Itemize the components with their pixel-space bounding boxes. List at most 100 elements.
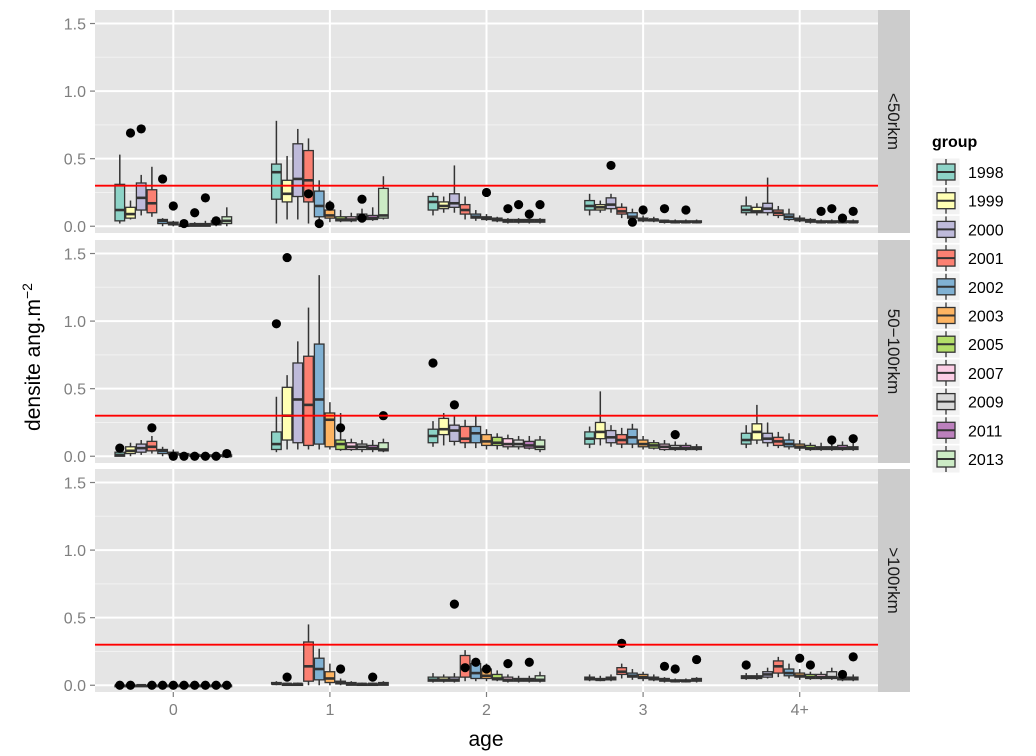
outlier-point xyxy=(190,208,200,218)
box-2-2001 xyxy=(459,196,471,220)
box-4+-2013 xyxy=(847,674,859,682)
box-body xyxy=(114,183,126,222)
legend-label: 1999 xyxy=(968,194,1004,211)
box-body xyxy=(438,417,450,436)
box-body xyxy=(594,421,606,440)
box-2-2009 xyxy=(513,435,525,450)
box-3-2001 xyxy=(616,203,628,219)
box-2-1998 xyxy=(427,421,439,447)
box-1-1999 xyxy=(281,155,293,220)
box-3-1998 xyxy=(584,193,596,216)
outlier-point xyxy=(168,680,178,690)
outlier-point xyxy=(282,672,292,682)
outlier-point xyxy=(314,218,324,229)
box-2-2000 xyxy=(448,165,460,213)
box-3-2001 xyxy=(616,427,628,449)
box-2-2005 xyxy=(491,216,503,223)
box-1-2011 xyxy=(367,682,379,687)
box-4+-1998 xyxy=(740,673,752,680)
y-axis-label-superscript: −2 xyxy=(19,283,35,299)
outlier-point xyxy=(535,200,545,210)
outlier-point xyxy=(428,358,438,368)
box-0-2002 xyxy=(157,446,169,457)
outlier-point xyxy=(271,319,281,329)
box-2-2003 xyxy=(481,429,492,450)
box-2-2007 xyxy=(502,674,514,683)
outlier-point xyxy=(336,664,346,674)
outlier-point xyxy=(115,443,125,453)
box-body xyxy=(534,439,546,451)
outlier-point xyxy=(125,128,136,138)
box-0-2002 xyxy=(157,218,169,227)
box-4+-2003 xyxy=(794,669,806,680)
box-0-2009 xyxy=(199,220,211,227)
box-3-1999 xyxy=(594,391,606,446)
legend-item-2001: 2001 xyxy=(931,243,1004,273)
outlier-point xyxy=(449,599,459,609)
y-axis-label: densite ang.m−2 xyxy=(19,283,45,431)
box-3-1998 xyxy=(584,674,596,682)
x-axis-label: age xyxy=(468,728,503,751)
box-0-1999 xyxy=(125,442,136,457)
box-2-1998 xyxy=(427,192,439,216)
box-3-2007 xyxy=(659,677,670,683)
box-4+-1999 xyxy=(751,203,763,216)
legend-item-2013: 2013 xyxy=(931,444,1004,474)
box-body xyxy=(502,438,514,448)
outlier-point xyxy=(805,660,816,670)
outlier-point xyxy=(222,680,232,690)
box-2-2011 xyxy=(523,435,535,450)
box-0-2000 xyxy=(135,440,147,455)
facet-strip xyxy=(878,10,910,233)
box-4+-1998 xyxy=(740,425,752,449)
box-3-2003 xyxy=(637,435,649,450)
box-1-2007 xyxy=(345,681,357,686)
box-2-2002 xyxy=(470,210,482,221)
box-3-2005 xyxy=(648,440,660,450)
x-tick-label: 0 xyxy=(169,702,178,719)
box-3-2009 xyxy=(669,219,681,224)
x-tick-label: 2 xyxy=(482,702,491,719)
facet-strip xyxy=(878,240,910,463)
outlier-point xyxy=(659,661,670,671)
outlier-point xyxy=(336,423,346,433)
outlier-point xyxy=(681,205,691,215)
outlier-point xyxy=(190,451,200,461)
box-4+-2002 xyxy=(783,208,795,221)
outlier-point xyxy=(659,204,670,214)
box-1-2011 xyxy=(367,207,379,221)
box-body xyxy=(292,143,304,198)
outlier-point xyxy=(158,680,168,690)
outlier-point xyxy=(524,657,534,667)
box-body xyxy=(125,206,136,219)
box-body xyxy=(448,424,460,443)
outlier-point xyxy=(837,213,848,223)
outlier-point xyxy=(514,200,524,210)
outlier-point xyxy=(325,201,335,211)
outlier-point xyxy=(147,680,157,690)
box-3-2009 xyxy=(669,441,681,451)
outlier-point xyxy=(168,201,178,211)
outlier-point xyxy=(222,448,232,459)
legend-label: 2002 xyxy=(968,280,1004,297)
box-1-2013 xyxy=(377,176,389,220)
outlier-point xyxy=(168,451,178,461)
box-2-2005 xyxy=(491,670,503,682)
y-tick-label: 1.5 xyxy=(64,247,86,264)
outlier-point xyxy=(481,664,492,674)
box-3-1998 xyxy=(584,426,596,449)
legend-label: 2009 xyxy=(968,395,1004,412)
box-2-1999 xyxy=(438,674,450,683)
box-2-2013 xyxy=(534,435,546,453)
outlier-point xyxy=(627,217,638,227)
box-3-2009 xyxy=(669,678,681,683)
box-4+-2005 xyxy=(804,671,816,680)
outlier-point xyxy=(848,652,858,662)
box-body xyxy=(303,641,314,682)
box-body xyxy=(826,671,838,680)
box-1-2007 xyxy=(345,438,357,451)
legend-title: group xyxy=(932,134,978,151)
box-4+-2001 xyxy=(772,656,784,678)
outlier-point xyxy=(368,672,378,682)
y-tick-label: 0.0 xyxy=(64,219,86,236)
